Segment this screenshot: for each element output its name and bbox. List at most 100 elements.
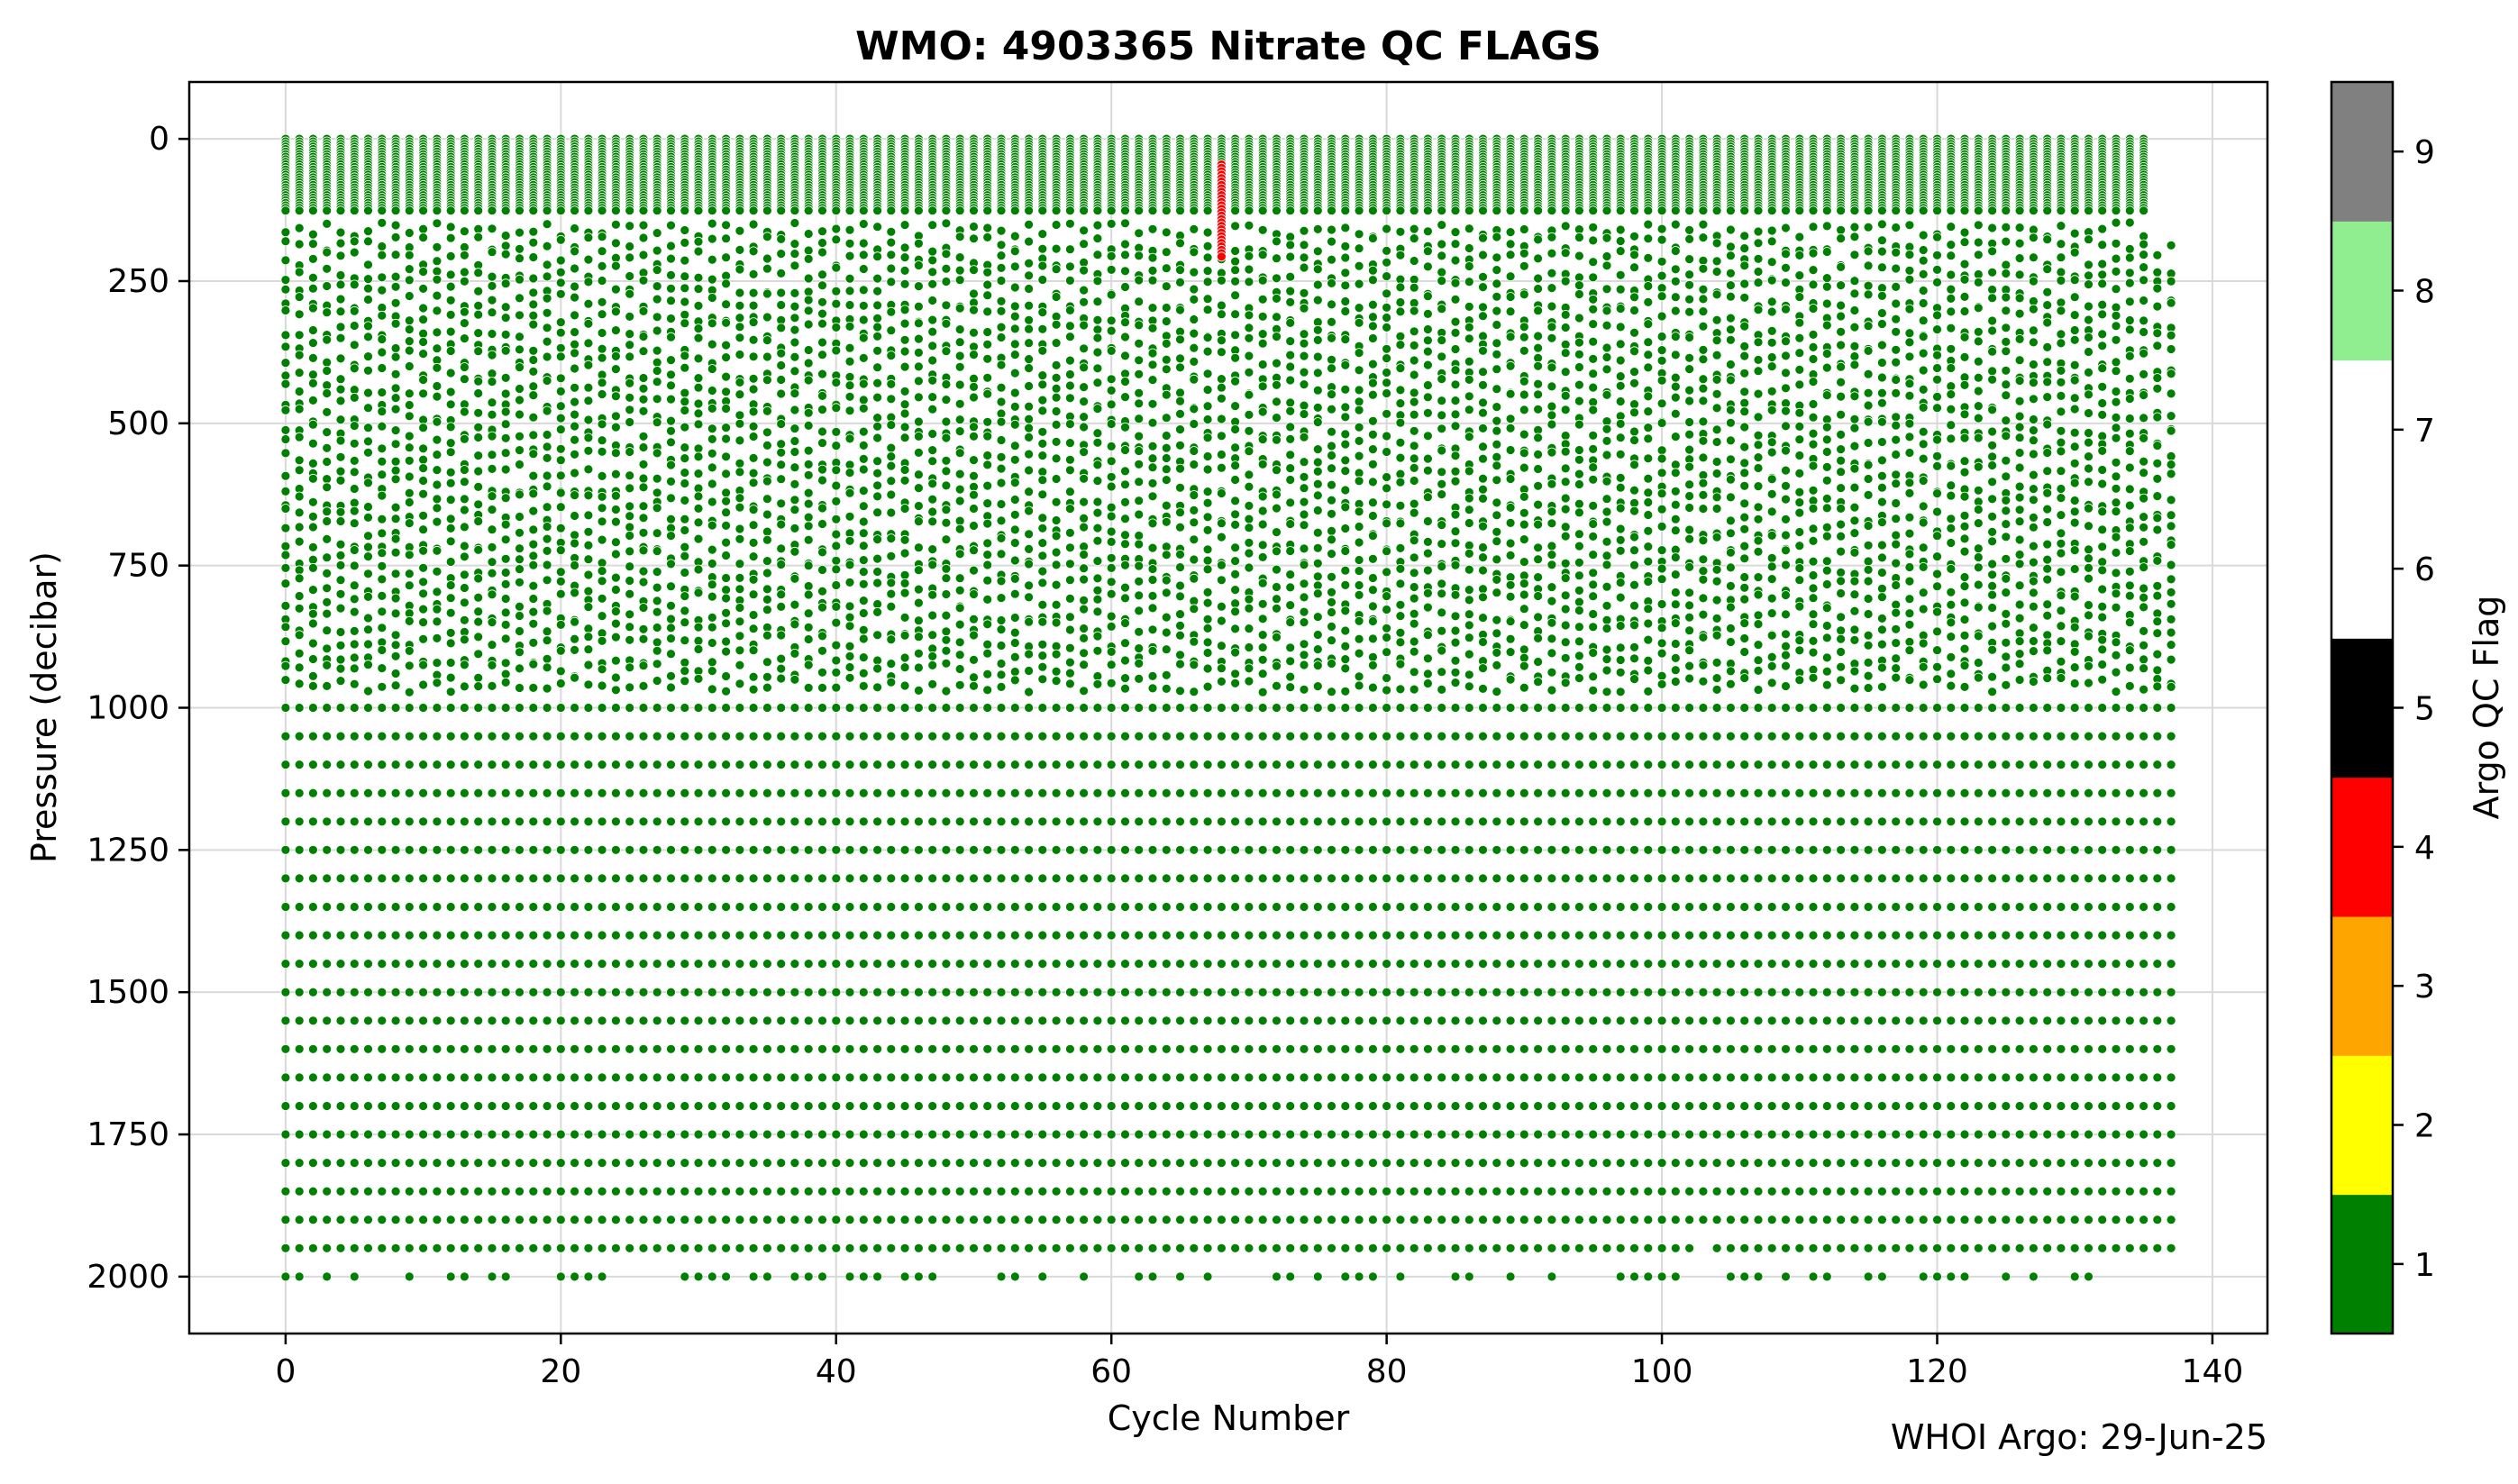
data-point bbox=[307, 378, 318, 388]
data-point bbox=[982, 205, 993, 216]
data-point bbox=[982, 1186, 993, 1197]
data-point bbox=[941, 573, 952, 584]
data-point bbox=[1009, 1243, 1020, 1253]
data-point bbox=[307, 731, 318, 742]
data-point bbox=[776, 205, 787, 216]
data-point bbox=[1024, 687, 1034, 697]
data-point bbox=[555, 1243, 566, 1253]
data-point bbox=[322, 703, 333, 713]
data-point bbox=[307, 522, 318, 533]
data-point bbox=[762, 440, 772, 451]
data-point bbox=[666, 437, 676, 448]
data-point bbox=[734, 873, 745, 884]
data-point bbox=[927, 267, 938, 278]
data-point bbox=[473, 1043, 484, 1054]
data-point bbox=[927, 404, 938, 414]
data-point bbox=[597, 260, 607, 271]
data-point bbox=[515, 344, 525, 355]
data-point bbox=[280, 305, 291, 315]
data-point bbox=[583, 788, 594, 798]
data-point bbox=[570, 263, 579, 274]
data-point bbox=[817, 1129, 827, 1140]
data-point bbox=[528, 524, 539, 535]
data-point bbox=[954, 496, 965, 506]
data-point bbox=[982, 480, 993, 491]
data-point bbox=[762, 844, 772, 855]
data-point bbox=[583, 318, 594, 329]
data-point bbox=[858, 1101, 869, 1111]
data-point bbox=[322, 608, 333, 619]
data-point bbox=[844, 760, 855, 769]
data-point bbox=[707, 873, 717, 884]
data-point bbox=[886, 703, 897, 713]
data-point bbox=[500, 1101, 511, 1111]
data-point bbox=[666, 355, 676, 366]
data-point bbox=[693, 1072, 704, 1083]
data-point bbox=[680, 1243, 690, 1253]
data-point bbox=[899, 873, 910, 884]
data-point bbox=[445, 902, 456, 912]
data-point bbox=[307, 638, 318, 649]
data-point bbox=[927, 560, 938, 570]
data-point bbox=[445, 687, 456, 697]
data-point bbox=[322, 1129, 333, 1140]
data-point bbox=[280, 434, 291, 444]
data-point bbox=[611, 351, 621, 361]
data-point bbox=[307, 788, 318, 798]
data-point bbox=[555, 255, 566, 266]
data-point bbox=[954, 448, 965, 459]
data-point bbox=[680, 1072, 690, 1083]
data-point bbox=[680, 271, 690, 282]
data-point bbox=[280, 1243, 291, 1253]
data-point bbox=[335, 238, 346, 249]
data-point bbox=[734, 418, 745, 429]
data-point bbox=[515, 362, 525, 373]
data-point bbox=[693, 469, 704, 478]
data-point bbox=[611, 306, 621, 317]
data-point bbox=[1079, 496, 1089, 507]
data-point bbox=[638, 681, 649, 691]
data-point bbox=[515, 930, 525, 941]
data-point bbox=[418, 1101, 429, 1111]
data-point bbox=[363, 987, 373, 997]
data-point bbox=[460, 902, 470, 912]
data-point bbox=[473, 930, 484, 941]
data-point bbox=[803, 1158, 814, 1168]
data-point bbox=[460, 406, 470, 417]
data-point bbox=[597, 930, 607, 941]
data-point bbox=[969, 1101, 979, 1111]
data-point bbox=[335, 844, 346, 855]
data-point bbox=[1051, 436, 1062, 447]
data-point bbox=[487, 1072, 497, 1083]
data-point bbox=[982, 451, 993, 460]
data-point bbox=[652, 760, 662, 769]
data-point bbox=[899, 265, 910, 276]
data-point bbox=[335, 306, 346, 317]
data-point bbox=[831, 1043, 842, 1054]
data-point bbox=[996, 1101, 1007, 1111]
data-point bbox=[969, 589, 979, 599]
data-point bbox=[748, 219, 759, 230]
data-point bbox=[1024, 236, 1034, 247]
data-point bbox=[322, 427, 333, 438]
data-point bbox=[528, 505, 539, 516]
data-point bbox=[652, 645, 662, 656]
data-point bbox=[844, 1215, 855, 1225]
data-point bbox=[941, 589, 952, 599]
data-point bbox=[817, 296, 827, 307]
data-point bbox=[844, 1243, 855, 1253]
data-point bbox=[307, 618, 318, 629]
data-point bbox=[583, 414, 594, 425]
data-point bbox=[583, 660, 594, 670]
data-point bbox=[680, 930, 690, 941]
data-point bbox=[680, 496, 690, 505]
data-point bbox=[721, 959, 731, 969]
data-point bbox=[899, 1101, 910, 1111]
data-point bbox=[969, 1129, 979, 1140]
data-point bbox=[886, 205, 897, 216]
data-point bbox=[1009, 1072, 1020, 1083]
data-point bbox=[680, 255, 690, 266]
data-point bbox=[363, 478, 373, 488]
data-point bbox=[914, 662, 924, 673]
data-point bbox=[432, 1043, 442, 1054]
